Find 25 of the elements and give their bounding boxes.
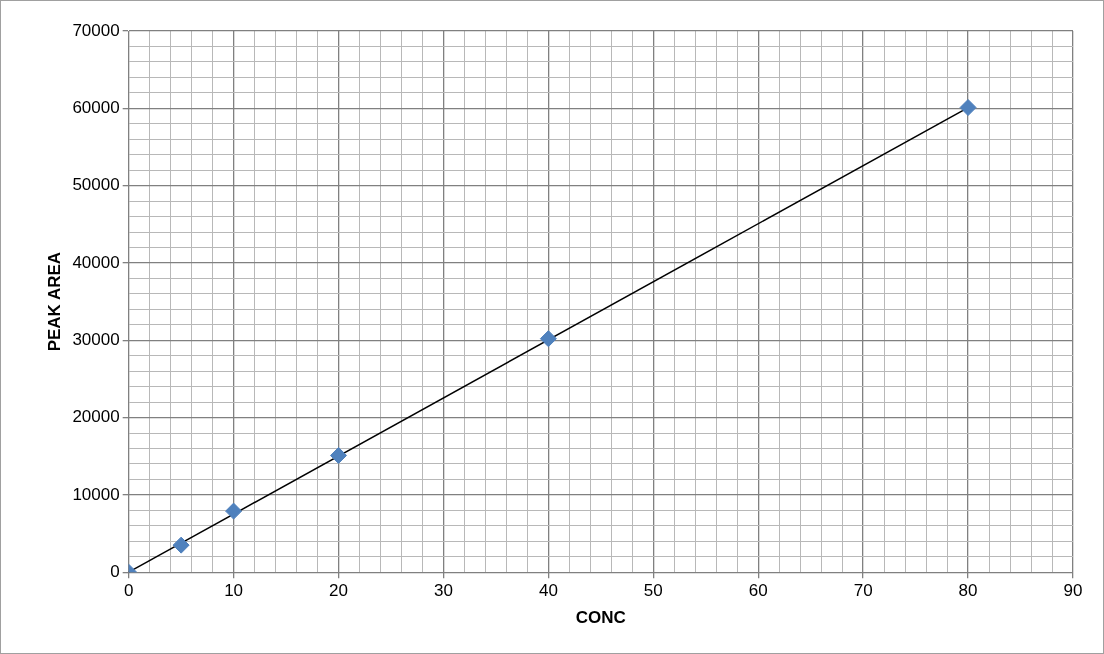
x-tick-label: 70 [853,581,873,601]
point [172,536,190,554]
point [959,99,977,117]
point [225,502,243,520]
x-tick-label: 50 [643,581,663,601]
x-tick-label: 80 [958,581,978,601]
x-tick-label: 40 [538,581,558,601]
y-tick-label: 40000 [72,252,120,272]
point [539,330,557,348]
y-tick-label: 20000 [72,407,120,427]
x-tick-label: 20 [329,581,348,601]
x-tick-label: 30 [433,581,453,601]
y-axis-title: PEAK AREA [44,251,64,352]
y-tick-label: 30000 [72,329,120,349]
x-tick-label: 60 [748,581,768,601]
y-tick-label: 10000 [72,484,120,504]
y-tick-label: 60000 [72,98,120,117]
point [330,446,348,464]
y-tick-label: 50000 [72,175,120,195]
x-tick-label: 10 [224,581,244,601]
y-tick-label: 70000 [72,20,120,40]
x-tick-label: 0 [123,581,134,601]
x-tick-label: 90 [1063,581,1083,601]
y-tick-label: 0 [110,561,120,581]
x-axis-title: CONC [575,608,626,628]
